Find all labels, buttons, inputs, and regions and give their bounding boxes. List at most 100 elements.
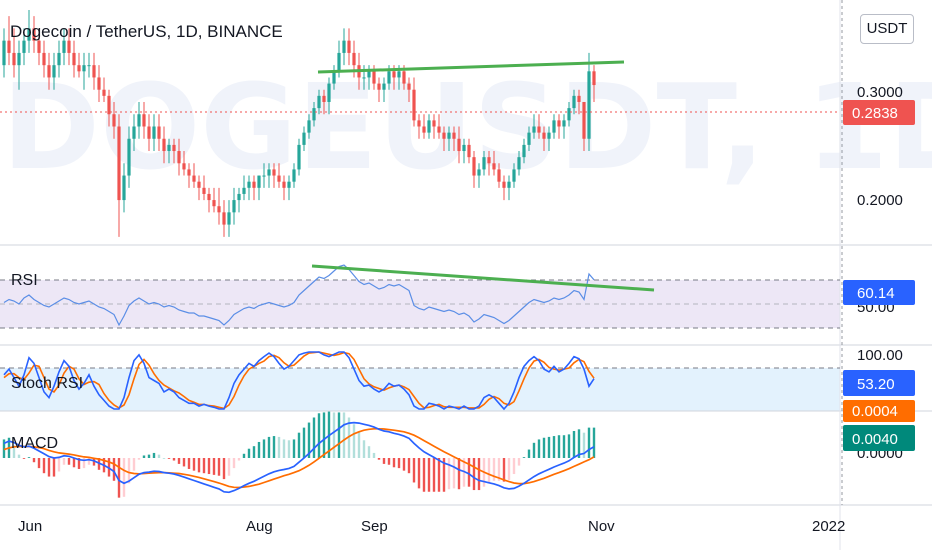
macd-histogram-bar bbox=[557, 435, 561, 458]
macd-histogram-bar bbox=[422, 458, 426, 492]
candle-body bbox=[242, 187, 246, 194]
macd-histogram-bar bbox=[172, 458, 176, 461]
candle-body bbox=[247, 181, 251, 188]
candle-body bbox=[587, 71, 591, 139]
macd-histogram-bar bbox=[52, 458, 56, 477]
macd-histogram-bar bbox=[162, 458, 166, 459]
candle-body bbox=[202, 187, 206, 194]
candle-body bbox=[217, 206, 221, 213]
candle-body bbox=[382, 83, 386, 90]
macd-histogram-bar bbox=[372, 452, 376, 458]
candle-body bbox=[327, 83, 331, 102]
macd-histogram-bar bbox=[297, 432, 301, 458]
candle-body bbox=[122, 175, 126, 201]
macd-value: 0.0040 bbox=[852, 431, 898, 448]
candle-body bbox=[12, 52, 16, 66]
candle-body bbox=[277, 175, 281, 182]
candle-body bbox=[537, 126, 541, 133]
macd-histogram-bar bbox=[387, 458, 391, 465]
candle-body bbox=[22, 40, 26, 53]
macd-histogram-bar bbox=[562, 435, 566, 458]
macd-histogram-bar bbox=[502, 458, 506, 482]
macd-histogram-bar bbox=[537, 439, 541, 458]
candle-body bbox=[482, 157, 486, 170]
macd-histogram-bar bbox=[277, 436, 281, 458]
candle-body bbox=[502, 181, 506, 188]
macd-histogram-bar bbox=[437, 458, 441, 492]
macd-histogram-bar bbox=[12, 445, 16, 458]
macd-histogram-bar bbox=[117, 458, 121, 498]
macd-histogram-bar bbox=[527, 449, 531, 458]
macd-histogram-bar bbox=[32, 458, 36, 463]
candle-body bbox=[17, 52, 21, 66]
candle-body bbox=[97, 77, 101, 90]
macd-histogram-bar bbox=[552, 436, 556, 458]
stoch-value: 53.20 bbox=[857, 376, 895, 393]
candle-body bbox=[317, 95, 321, 109]
candle-body bbox=[302, 132, 306, 145]
candle-body bbox=[127, 138, 131, 176]
macd-histogram-bar bbox=[587, 427, 591, 458]
candle-body bbox=[132, 126, 136, 139]
macd-histogram-bar bbox=[17, 454, 21, 458]
macd-histogram-bar bbox=[397, 458, 401, 469]
candle-body bbox=[192, 175, 196, 182]
candle-body bbox=[292, 169, 296, 182]
candle-body bbox=[472, 157, 476, 176]
macd-histogram-bar bbox=[452, 458, 456, 489]
rsi-trendline[interactable] bbox=[311, 264, 655, 292]
candle-body bbox=[47, 65, 51, 78]
macd-histogram-bar bbox=[457, 458, 461, 490]
macd-histogram-bar bbox=[407, 458, 411, 474]
candle-body bbox=[62, 40, 66, 53]
macd-histogram-bar bbox=[167, 458, 171, 459]
macd-histogram-bar bbox=[582, 432, 586, 458]
stoch-tick: 100.00 bbox=[857, 347, 903, 364]
candle-body bbox=[7, 40, 11, 53]
rsi-line bbox=[3, 264, 595, 327]
macd-histogram-bar bbox=[292, 439, 296, 458]
macd-histogram-bar bbox=[362, 440, 366, 458]
macd-histogram-bar bbox=[237, 458, 241, 461]
macd-histogram-bar bbox=[57, 458, 61, 472]
candle-body bbox=[267, 169, 271, 176]
price-trendline[interactable] bbox=[317, 60, 625, 74]
macd-histogram-bar bbox=[512, 458, 516, 475]
last-price-badge bbox=[843, 100, 915, 125]
x-label-aug: Aug bbox=[246, 518, 273, 535]
candle-body bbox=[222, 212, 226, 225]
rsi-value-badge bbox=[843, 280, 915, 305]
macd-histogram-bar bbox=[87, 458, 91, 465]
candle-body bbox=[582, 101, 586, 139]
macd-histogram-bar bbox=[147, 454, 151, 458]
candle-body bbox=[257, 175, 261, 188]
candle-body bbox=[342, 40, 346, 53]
macd-histogram-bar bbox=[487, 458, 491, 484]
candle-body bbox=[462, 144, 466, 152]
candle-body bbox=[167, 144, 171, 152]
macd-histogram-bar bbox=[302, 427, 306, 458]
last-price-value: 0.2838 bbox=[852, 105, 898, 122]
candle-body bbox=[272, 169, 276, 176]
macd-histogram-bar bbox=[412, 458, 416, 483]
candle-body bbox=[452, 132, 456, 139]
candle-body bbox=[332, 71, 336, 84]
candle-body bbox=[592, 71, 596, 86]
candle-body bbox=[407, 83, 411, 90]
macd-histogram-bar bbox=[592, 427, 596, 458]
macd-histogram-bar bbox=[222, 458, 226, 480]
macd-histogram-bar bbox=[217, 458, 221, 476]
macd-histogram-bar bbox=[22, 458, 26, 459]
candle-body bbox=[312, 108, 316, 121]
x-label-jun: Jun bbox=[18, 518, 42, 535]
candle-body bbox=[82, 65, 86, 72]
candle-body bbox=[367, 71, 371, 78]
macd-histogram-bar bbox=[267, 436, 271, 458]
macd-histogram-bar bbox=[572, 431, 576, 458]
macd-histogram-bar bbox=[47, 458, 51, 477]
candle-body bbox=[52, 65, 56, 78]
currency-button[interactable]: USDT bbox=[860, 14, 914, 44]
macd-histogram-bar bbox=[62, 458, 66, 465]
macd-histogram-bar bbox=[497, 458, 501, 481]
